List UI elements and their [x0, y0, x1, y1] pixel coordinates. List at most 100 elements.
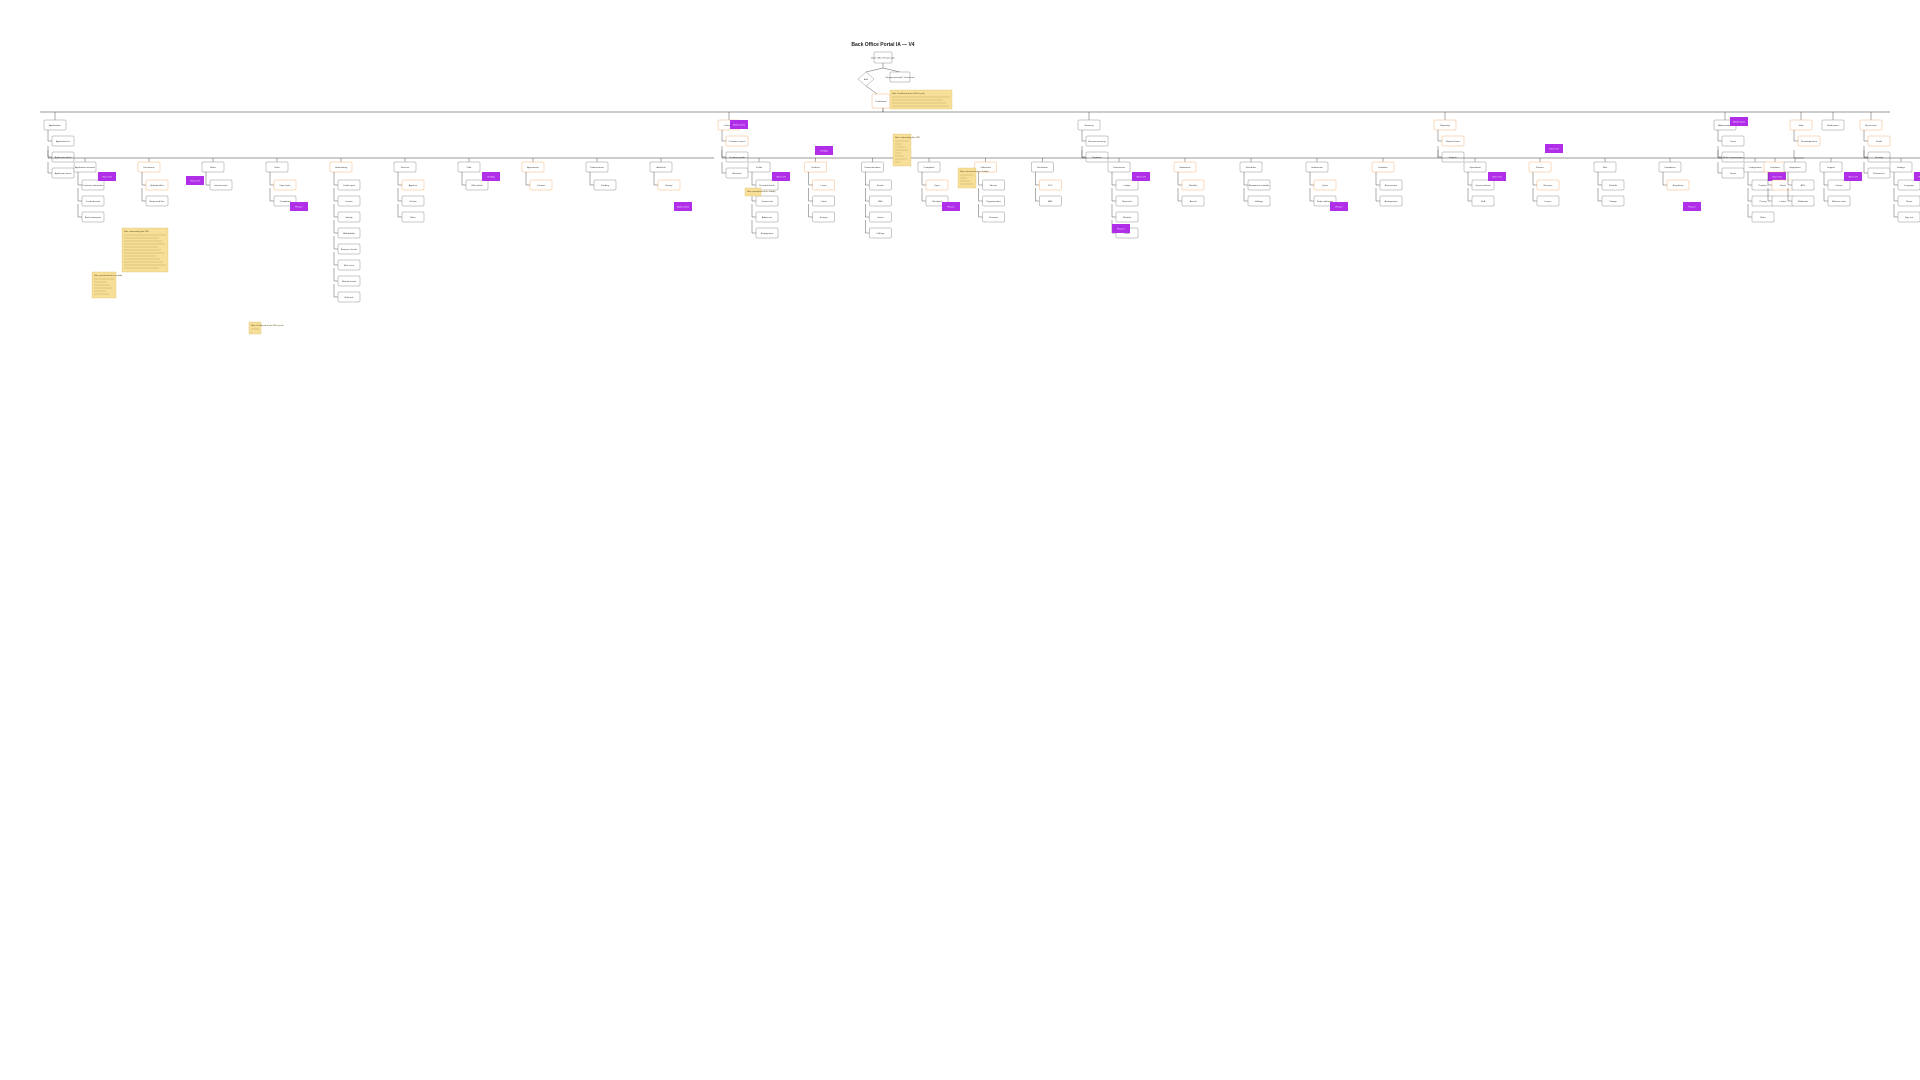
sitemap-node[interactable]: SLA	[1471, 195, 1495, 207]
node-box[interactable]	[974, 161, 997, 173]
sitemap-node[interactable]: Contract	[529, 179, 553, 191]
node-box[interactable]	[747, 161, 771, 173]
node-box[interactable]	[337, 291, 361, 303]
node-box[interactable]	[1115, 211, 1139, 223]
sitemap-node[interactable]: Back Office Portal Login	[871, 51, 895, 64]
sitemap-node[interactable]: History	[657, 179, 681, 191]
node-box[interactable]	[337, 195, 361, 207]
node-box[interactable]	[1889, 161, 1913, 173]
sitemap-node[interactable]: Account servicing	[1085, 135, 1109, 147]
sitemap-node[interactable]: Products	[804, 161, 827, 173]
node-box[interactable]	[861, 161, 884, 173]
node-box[interactable]	[869, 195, 892, 207]
sitemap-node[interactable]: Quote	[1313, 179, 1337, 191]
sitemap-node[interactable]: Revenue	[1536, 179, 1560, 191]
node-box[interactable]	[804, 161, 827, 173]
node-box[interactable]	[1181, 195, 1205, 207]
sitemap-node[interactable]: Uploaded files	[145, 179, 169, 191]
sitemap-node[interactable]: Templates	[1763, 161, 1787, 173]
node-box[interactable]	[889, 71, 911, 83]
sitemap-node[interactable]: Webhooks	[1791, 195, 1815, 207]
node-box[interactable]	[1601, 179, 1625, 191]
node-box[interactable]	[1077, 119, 1101, 131]
node-box[interactable]	[1115, 179, 1139, 191]
sitemap-node[interactable]: Notifications	[1821, 119, 1845, 131]
sitemap-node[interactable]: Forgot password / Locked out	[886, 71, 915, 83]
node-box[interactable]	[869, 227, 892, 239]
sitemap-node[interactable]: Schedules	[1239, 161, 1263, 173]
node-box[interactable]	[1379, 179, 1403, 191]
sitemap-node[interactable]: Verification	[1031, 161, 1054, 173]
node-box[interactable]	[457, 161, 481, 173]
sitemap-node[interactable]: Savings	[812, 211, 835, 223]
node-box[interactable]	[1783, 161, 1807, 173]
sitemap-node[interactable]: Application forms	[51, 167, 75, 179]
node-box[interactable]	[337, 227, 361, 239]
node-box[interactable]	[1441, 135, 1465, 147]
sitemap-node[interactable]: Internal notes	[209, 179, 233, 191]
node-box[interactable]	[725, 151, 749, 163]
sitemap-node[interactable]: Decision	[393, 161, 417, 173]
sitemap-node[interactable]: Rules	[1751, 211, 1775, 223]
node-box[interactable]	[1441, 151, 1465, 163]
node-box[interactable]	[585, 161, 609, 173]
node-box[interactable]	[1305, 161, 1329, 173]
node-box[interactable]	[755, 227, 779, 239]
sitemap-node[interactable]: APIs	[1791, 179, 1815, 191]
sitemap-node[interactable]: Roles & permissions	[1721, 151, 1745, 163]
node-box[interactable]	[337, 259, 361, 271]
node-box[interactable]	[337, 211, 361, 223]
sitemap-node[interactable]: Employment	[755, 227, 779, 239]
sitemap-node[interactable]: Compliance	[1658, 161, 1682, 173]
sitemap-node[interactable]: Queue volumes	[1471, 179, 1495, 191]
node-box[interactable]	[812, 195, 835, 207]
sitemap-node[interactable]: Notes	[201, 161, 225, 173]
sitemap-node[interactable]: Monthly	[1181, 179, 1205, 191]
node-box[interactable]	[1115, 195, 1139, 207]
sitemap-node[interactable]: Open	[925, 179, 949, 191]
sitemap-node[interactable]: Contact info	[755, 195, 779, 207]
node-box[interactable]	[725, 167, 749, 179]
node-box[interactable]	[1471, 195, 1495, 207]
sitemap-node[interactable]: Applications	[43, 119, 67, 131]
node-box[interactable]	[1791, 195, 1815, 207]
sitemap-node[interactable]: Accounts	[725, 167, 749, 179]
node-box[interactable]	[337, 275, 361, 287]
sitemap-node[interactable]: Documents	[137, 161, 161, 173]
sitemap-node[interactable]: Application detail	[51, 151, 75, 163]
node-box[interactable]	[1791, 179, 1815, 191]
node-box[interactable]	[137, 161, 161, 173]
sitemap-node[interactable]: Profile	[1867, 135, 1891, 147]
node-box[interactable]	[812, 179, 835, 191]
node-box[interactable]	[925, 179, 949, 191]
node-box[interactable]	[1867, 135, 1891, 147]
sitemap-node[interactable]: Users	[1721, 135, 1745, 147]
node-box[interactable]	[755, 179, 779, 191]
node-box[interactable]	[1247, 195, 1271, 207]
sitemap-node[interactable]: AML	[1039, 195, 1062, 207]
node-box[interactable]	[1379, 195, 1403, 207]
sitemap-node[interactable]: Help	[1789, 119, 1813, 131]
sitemap-node[interactable]: Tasks	[265, 161, 289, 173]
sitemap-node[interactable]: Reversals	[1115, 195, 1139, 207]
sitemap-node[interactable]: Promises	[982, 211, 1005, 223]
sitemap-node[interactable]: Offer details	[465, 179, 489, 191]
node-box[interactable]	[1085, 151, 1109, 163]
sitemap-node[interactable]: Underwriting	[329, 161, 353, 173]
sitemap-node[interactable]: Portfolio	[1601, 179, 1625, 191]
node-box[interactable]	[51, 135, 75, 147]
sitemap-node[interactable]: Credit decision	[81, 195, 105, 207]
node-box[interactable]	[917, 161, 941, 173]
node-box[interactable]	[1797, 135, 1821, 147]
sitemap-node[interactable]: Payment plans	[982, 195, 1005, 207]
node-box[interactable]	[51, 151, 75, 163]
node-box[interactable]	[649, 161, 673, 173]
sitemap-node[interactable]: Payments	[1085, 151, 1109, 163]
sitemap-node[interactable]: Offer	[457, 161, 481, 173]
node-box[interactable]	[521, 161, 545, 173]
node-box[interactable]	[1463, 161, 1487, 173]
sitemap-node[interactable]: Finance	[1528, 161, 1552, 173]
sitemap-node[interactable]: Customer information	[81, 179, 104, 191]
node-box[interactable]	[265, 161, 289, 173]
sitemap-node[interactable]: Application list	[51, 135, 75, 147]
